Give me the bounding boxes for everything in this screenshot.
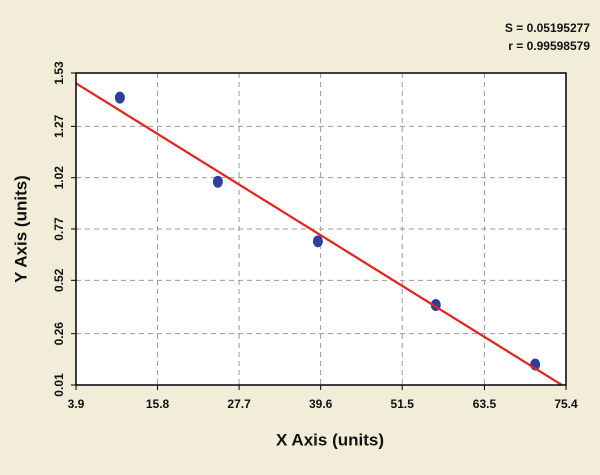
data-point (212, 175, 223, 188)
x-tick-label: 39.6 (309, 397, 333, 411)
data-point (312, 235, 323, 248)
y-tick-label: 1.27 (52, 114, 66, 138)
y-axis-title: Y Axis (units) (11, 175, 30, 283)
x-tick-label: 63.5 (473, 397, 497, 411)
data-point (114, 91, 125, 104)
x-tick-label: 3.9 (68, 397, 85, 411)
x-tick-label: 75.4 (554, 397, 578, 411)
fit-line (75, 82, 563, 386)
y-tick-label: 0.26 (52, 322, 66, 346)
y-tick-label: 1.53 (52, 61, 66, 85)
y-tick-label: 1.02 (52, 166, 66, 190)
plot-border (75, 72, 567, 386)
annotation: S = 0.05195277 (505, 21, 590, 35)
y-tick-label: 0.52 (52, 268, 66, 292)
x-axis-title: X Axis (units) (276, 430, 384, 449)
y-tick-label: 0.77 (52, 217, 66, 241)
annotation: r = 0.99598579 (508, 39, 590, 53)
x-tick-label: 27.7 (227, 397, 251, 411)
x-tick-label: 15.8 (146, 397, 170, 411)
y-tick-label: 0.01 (52, 373, 66, 397)
x-tick-label: 51.5 (391, 397, 415, 411)
